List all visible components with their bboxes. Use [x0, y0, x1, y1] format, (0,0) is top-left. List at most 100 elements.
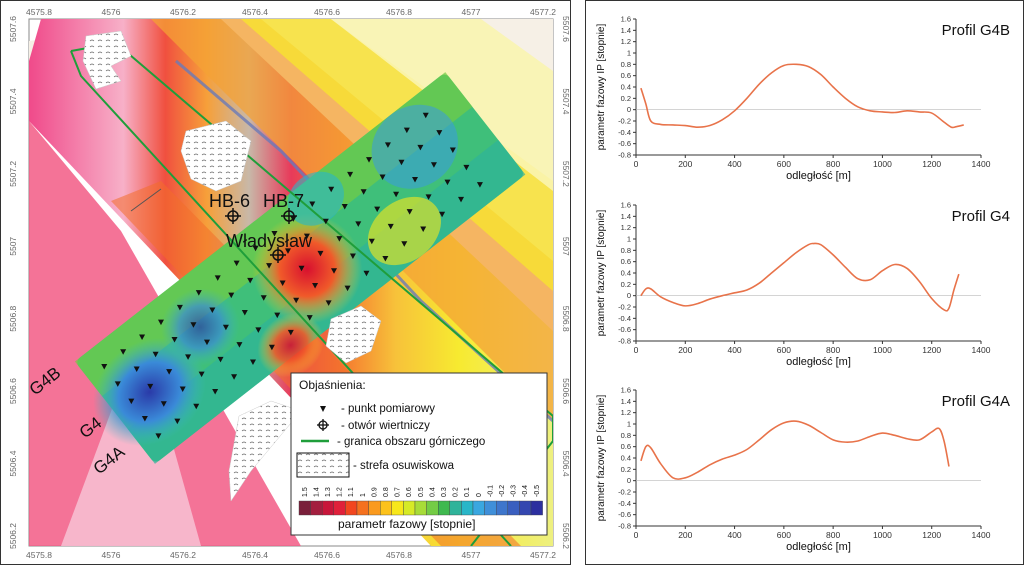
measurement-point [293, 297, 300, 304]
measurement-point [231, 374, 238, 380]
well-hb6 [225, 208, 241, 224]
colorbar-swatch [368, 500, 381, 516]
map-axis-ticks: 4575.8 4575.8 4576 4576 4576.2 4576.2 4576.4 45… [8, 7, 571, 560]
colorbar-tick-label: 0.1 [464, 487, 471, 497]
profile-chart-g4a: -0.8 -0.6 -0.4 -0.2 0 0.2 0.4 0.6 0.8 1 1.2 1.4 1.6 0… [596, 386, 1010, 554]
colorbar-swatch [507, 500, 520, 516]
colorbar-swatch [356, 500, 369, 516]
x-tick-label: 1200 [922, 345, 941, 355]
x-tick-label: 600 [777, 159, 791, 169]
map-x-tick-top: 4576.2 [170, 7, 196, 17]
x-tick-label: 600 [777, 530, 791, 540]
y-tick-label: -0.2 [618, 303, 631, 312]
colorbar-tick-label: 0.9 [371, 487, 378, 497]
y-tick-label: 0.4 [621, 269, 631, 278]
colorbar-swatch [484, 500, 497, 516]
measurement-point [317, 250, 324, 257]
map-x-tick-top: 4577 [462, 7, 481, 17]
triangle-marker-icon [320, 406, 326, 412]
map-y-tick-right: 5507.4 [561, 88, 570, 114]
x-tick-label: 1200 [922, 530, 941, 540]
measurement-point [274, 312, 281, 319]
y-tick-label: -0.4 [618, 499, 631, 508]
colorbar-swatch [438, 500, 451, 516]
measurement-point [101, 364, 108, 370]
x-tick-label: 0 [634, 530, 639, 540]
measurement-point [422, 112, 429, 119]
colorbar-tick-label: 1.1 [348, 487, 355, 497]
map-x-tick-top: 4576.8 [386, 7, 412, 17]
map-x-tick-top: 4576 [102, 7, 121, 17]
map-y-tick-right: 5506.2 [561, 523, 570, 549]
measurement-point [439, 211, 446, 218]
map-x-tick-bottom: 4576 [102, 550, 121, 560]
measurement-point [260, 295, 267, 301]
measurement-point [212, 389, 219, 395]
colorbar-swatch [298, 500, 311, 516]
colorbar-title: parametr fazowy [stopnie] [338, 517, 475, 531]
measurement-point [384, 142, 391, 148]
profiles-panel: -0.8 -0.6 -0.4 -0.2 0 0.2 0.4 0.6 0.8 1 1.2 1.4 1.6 0… [585, 0, 1024, 565]
measurement-point [379, 174, 386, 180]
map-panel: 4575.8 4575.8 4576 4576 4576.2 4576.2 4576.4 45… [0, 0, 571, 565]
measurement-point [420, 226, 427, 232]
y-tick-label: 0.2 [621, 280, 631, 289]
map-x-tick-top: 4576.4 [242, 7, 268, 17]
colorbar-tick-label: -0.4 [522, 485, 529, 497]
landslide-zone-1 [82, 30, 132, 90]
measurement-point [266, 263, 273, 269]
map-y-tick-right: 5506.6 [561, 378, 570, 404]
colorbar-tick-label: -0.3 [511, 485, 518, 497]
y-axis-label: parametr fazowy IP [stopnie] [596, 395, 607, 522]
measurement-point [406, 209, 413, 215]
map-x-tick-top: 4576.6 [314, 7, 340, 17]
y-tick-label: -0.6 [618, 325, 631, 334]
measurement-point [401, 241, 408, 247]
y-tick-label: 0 [627, 105, 631, 114]
measurement-point [336, 236, 343, 242]
landslide-zone-2 [180, 120, 252, 192]
measurement-point [228, 292, 235, 299]
y-tick-label: 0.6 [621, 71, 631, 80]
map-x-tick-top: 4577.2 [530, 7, 556, 17]
map-x-tick-bottom: 4576.4 [242, 550, 268, 560]
y-tick-label: 0 [627, 291, 631, 300]
measurement-point [403, 127, 410, 134]
measurement-point [476, 182, 483, 188]
y-tick-label: 1.6 [621, 386, 631, 395]
y-tick-label: 0.4 [621, 454, 631, 463]
map-y-tick-right: 5507.2 [561, 161, 570, 187]
colorbar-swatch [380, 500, 393, 516]
measurement-point [360, 189, 367, 195]
series-line [640, 420, 950, 480]
measurement-point [312, 283, 319, 289]
well-hb7 [281, 208, 297, 224]
measurement-point [355, 221, 362, 227]
measurement-point [330, 268, 337, 274]
measurement-point [398, 159, 405, 166]
measurement-point [179, 386, 186, 392]
y-tick-label: 1.6 [621, 15, 631, 24]
map-y-tick-right: 5507.6 [561, 16, 570, 42]
hatched-box-icon [296, 452, 350, 478]
measurement-point [114, 381, 121, 387]
x-tick-label: 1000 [873, 159, 892, 169]
x-tick-label: 1200 [922, 159, 941, 169]
colorbar-swatch [345, 500, 358, 516]
y-tick-label: 0.6 [621, 257, 631, 266]
colorbar-swatch [449, 500, 462, 516]
landslide-zone-4 [228, 400, 302, 502]
x-tick-label: 400 [727, 159, 741, 169]
x-tick-label: 800 [826, 159, 840, 169]
high-anomaly-wladyslaw [252, 213, 363, 324]
colorbar-swatch [426, 500, 439, 516]
map-legend: Objaśnienia: - punkt pomiarowy - otwór w… [290, 372, 548, 536]
measurement-point [306, 315, 313, 321]
colorbar-swatch [519, 500, 532, 516]
measurement-point [193, 403, 200, 410]
y-tick-label: 1.4 [621, 397, 631, 406]
measurement-point [185, 354, 192, 360]
colorbar-tick-label: 0.8 [383, 487, 390, 497]
x-tick-label: 0 [634, 159, 639, 169]
y-tick-label: -0.2 [618, 488, 631, 497]
